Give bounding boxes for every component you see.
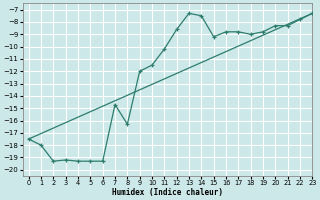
X-axis label: Humidex (Indice chaleur): Humidex (Indice chaleur) [112, 188, 223, 197]
